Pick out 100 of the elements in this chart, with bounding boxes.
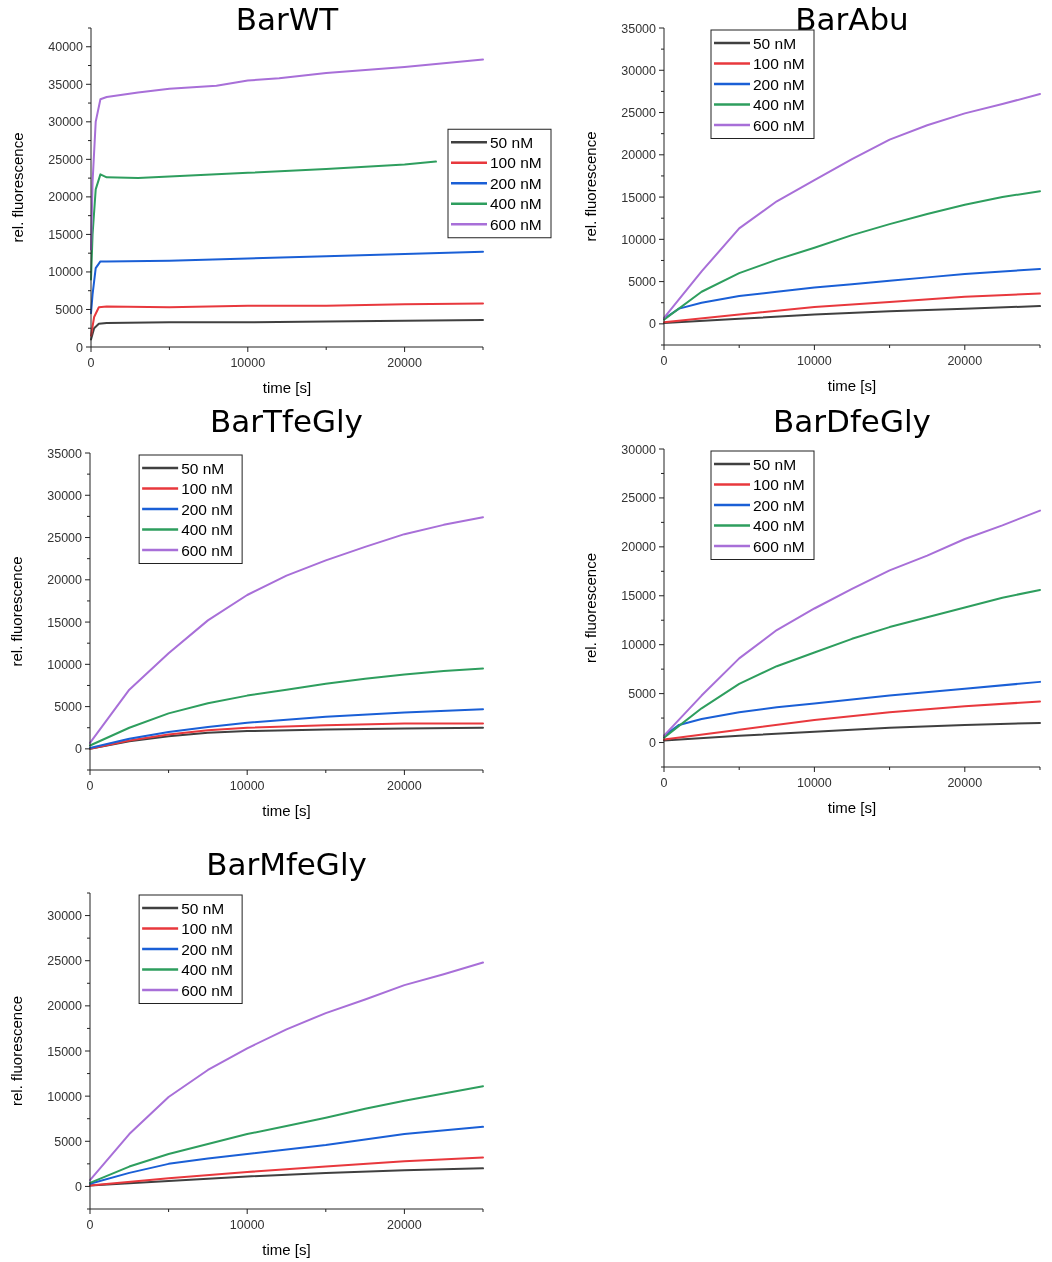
legend-label: 50 nM (753, 455, 797, 473)
legend-label: 100 nM (753, 476, 805, 493)
y-tick-label: 10000 (47, 1089, 83, 1104)
chart-title: BarMfeGly (206, 846, 367, 882)
legend-label: 200 nM (181, 500, 233, 518)
legend-label: 50 nM (753, 34, 797, 52)
y-tick-label: 25000 (621, 106, 657, 121)
y-tick-label: 5000 (628, 275, 657, 290)
line-series (89, 1085, 484, 1184)
x-tick-label: 10000 (230, 356, 266, 370)
line-series (663, 509, 1041, 737)
y-tick-label: 30000 (47, 488, 83, 503)
legend-label: 400 nM (181, 961, 233, 978)
line-series (663, 190, 1041, 321)
y-axis-title: rel. fluorescence (8, 995, 25, 1107)
legend-label: 50 nM (181, 459, 225, 477)
y-tick-label: 15000 (48, 227, 84, 242)
y-tick-label: 30000 (621, 63, 657, 78)
legend-label: 600 nM (753, 537, 805, 555)
line-series (89, 1125, 484, 1185)
x-tick-label: 10000 (797, 776, 832, 790)
chart-title: BarTfeGly (210, 403, 363, 439)
y-tick-label: 5000 (55, 302, 84, 317)
legend-label: 600 nM (181, 541, 233, 559)
y-tick-label: 10000 (621, 638, 657, 653)
y-tick-label: 0 (75, 1179, 83, 1194)
x-tick-label: 20000 (947, 776, 983, 790)
x-tick-label: 0 (660, 354, 668, 368)
y-tick-label: 0 (649, 317, 657, 332)
y-tick-label: 5000 (54, 1134, 83, 1149)
y-tick-label: 10000 (47, 657, 83, 672)
legend-label: 100 nM (181, 920, 233, 937)
x-axis-title: time [s] (827, 377, 877, 394)
x-tick-label: 0 (86, 1218, 94, 1232)
line-series (89, 708, 484, 750)
y-tick-label: 5000 (54, 700, 83, 715)
x-tick-label: 10000 (229, 779, 265, 793)
x-tick-label: 10000 (229, 1218, 265, 1232)
legend-label: 50 nM (490, 133, 534, 151)
x-tick-label: 20000 (947, 354, 983, 368)
x-axis-title: time [s] (262, 802, 311, 819)
y-tick-label: 25000 (47, 954, 83, 969)
line-series (663, 588, 1041, 739)
y-tick-label: 25000 (47, 531, 83, 546)
legend-label: 200 nM (181, 940, 233, 958)
x-tick-label: 0 (660, 776, 668, 790)
legend-label: 200 nM (490, 174, 542, 192)
y-axis-title: rel. fluorescence (582, 552, 599, 664)
line-series (663, 267, 1041, 320)
line-series (90, 318, 484, 341)
legend-label: 100 nM (181, 480, 233, 497)
chart-title: BarWT (235, 1, 340, 37)
legend-label: 100 nM (753, 55, 805, 72)
y-tick-label: 30000 (48, 115, 84, 130)
chart-title: BarDfeGly (773, 403, 931, 439)
chart-title: BarAbu (795, 1, 909, 37)
y-tick-label: 15000 (47, 1044, 83, 1059)
y-axis-title: rel. fluorescence (8, 556, 25, 667)
y-tick-label: 40000 (48, 40, 84, 55)
legend-label: 400 nM (753, 96, 805, 113)
line-series (663, 92, 1041, 319)
y-tick-label: 5000 (628, 687, 657, 702)
legend-label: 100 nM (490, 154, 542, 172)
legend-label: 50 nM (181, 899, 225, 917)
y-tick-label: 25000 (621, 491, 657, 506)
y-tick-label: 35000 (621, 21, 657, 36)
x-axis-title: time [s] (262, 1241, 311, 1258)
y-tick-label: 25000 (48, 152, 84, 167)
x-axis-title: time [s] (262, 379, 312, 396)
y-tick-label: 30000 (621, 442, 657, 457)
x-tick-label: 0 (87, 356, 95, 370)
x-tick-label: 20000 (387, 779, 422, 793)
y-tick-label: 30000 (47, 909, 83, 924)
legend-label: 600 nM (753, 116, 805, 134)
line-series (89, 961, 484, 1182)
y-tick-label: 15000 (47, 615, 83, 630)
y-tick-label: 35000 (48, 77, 84, 92)
y-tick-label: 20000 (621, 540, 657, 555)
y-axis-title: rel. fluorescence (9, 132, 26, 243)
y-tick-label: 0 (76, 340, 84, 355)
line-series (663, 305, 1041, 325)
line-series (663, 700, 1041, 741)
line-series (89, 667, 484, 747)
legend-label: 600 nM (490, 215, 542, 233)
y-tick-label: 20000 (47, 999, 83, 1014)
y-tick-label: 35000 (47, 446, 83, 461)
x-tick-label: 0 (86, 779, 94, 793)
y-tick-label: 10000 (621, 232, 657, 247)
legend-label: 600 nM (181, 981, 233, 999)
y-tick-label: 20000 (621, 148, 657, 163)
y-tick-label: 15000 (621, 190, 657, 205)
legend-label: 400 nM (490, 195, 542, 213)
x-tick-label: 20000 (387, 356, 423, 370)
line-series (663, 721, 1041, 742)
y-tick-label: 10000 (48, 265, 84, 280)
x-tick-label: 10000 (797, 354, 832, 368)
legend-label: 400 nM (753, 517, 805, 534)
line-series (89, 516, 484, 744)
x-tick-label: 20000 (387, 1218, 422, 1232)
legend-label: 200 nM (753, 75, 805, 93)
